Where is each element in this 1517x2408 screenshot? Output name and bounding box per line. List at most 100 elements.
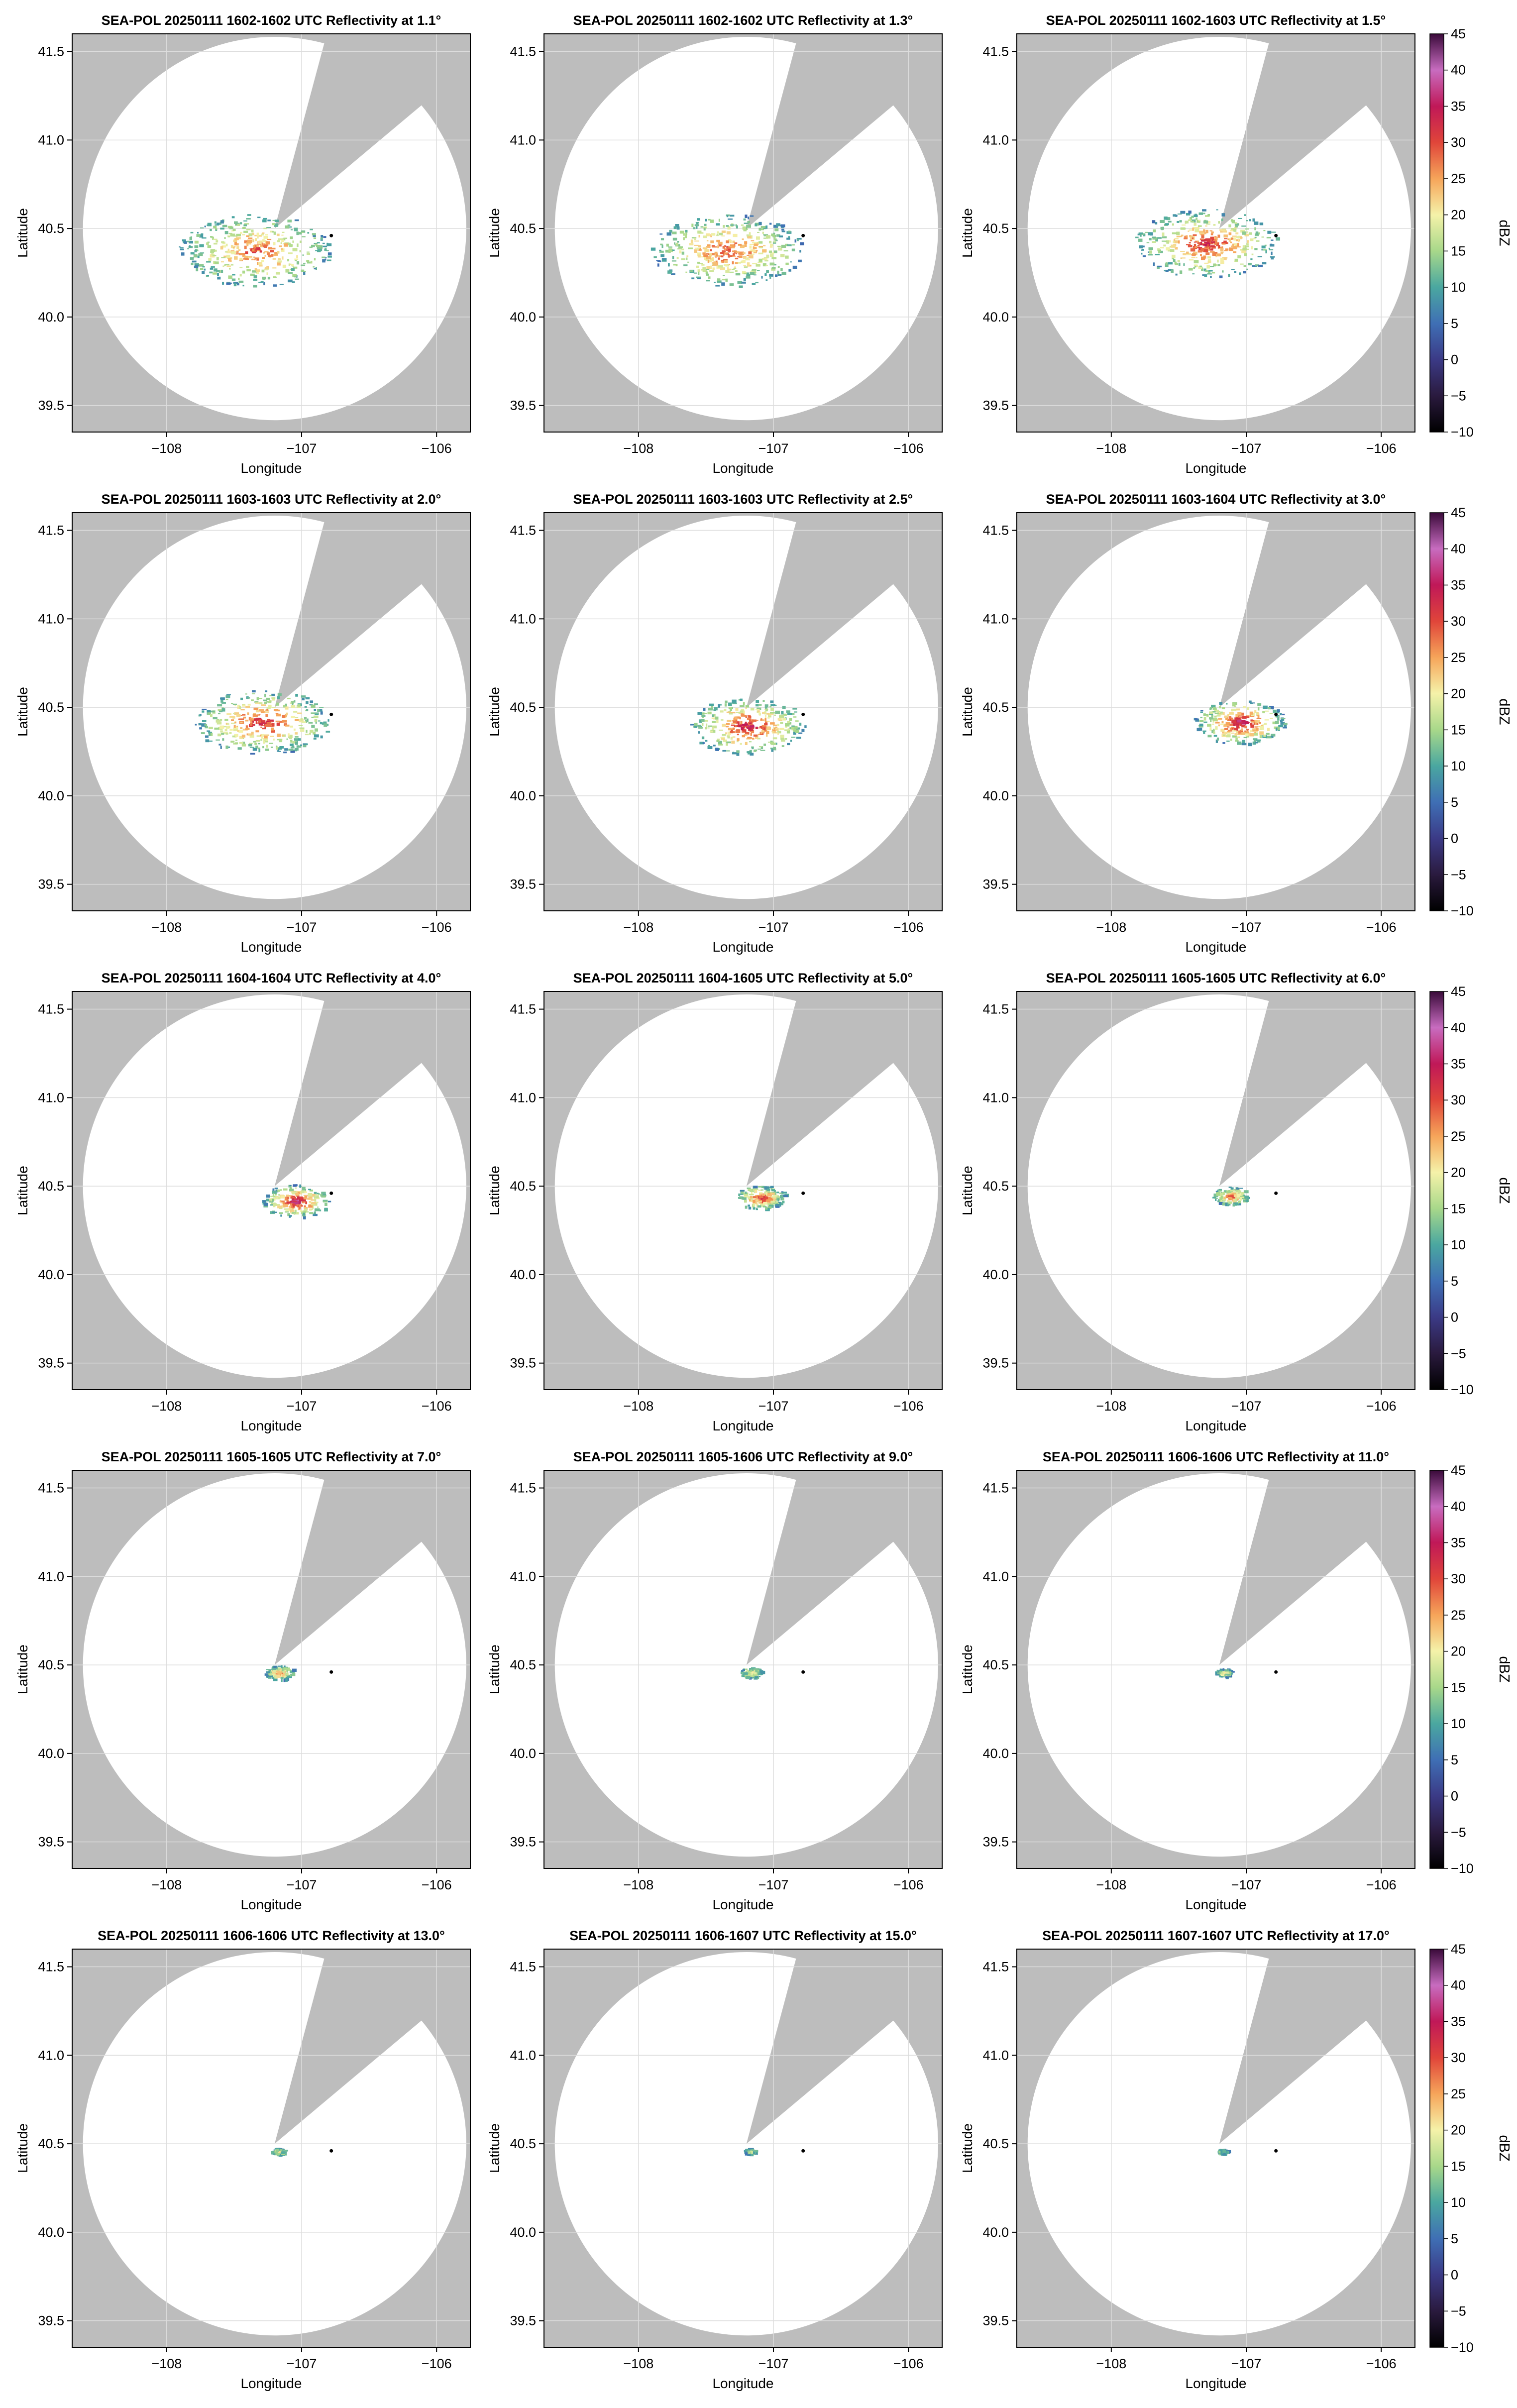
echo-pixel <box>303 743 308 746</box>
echo-pixel <box>315 1194 319 1197</box>
echo-pixel <box>258 749 261 753</box>
y-tick-label: 41.0 <box>38 611 64 626</box>
echo-pixel <box>1263 705 1268 709</box>
echo-pixel <box>770 748 774 750</box>
echo-pixel <box>1237 243 1240 247</box>
echo-pixel <box>264 268 269 270</box>
echo-pixel <box>757 738 760 740</box>
echo-pixel <box>242 742 245 745</box>
echo-pixel <box>772 737 777 740</box>
echo-pixel <box>710 253 716 256</box>
echo-pixel <box>267 719 271 721</box>
echo-pixel <box>752 283 756 285</box>
echo-pixel <box>253 256 255 258</box>
echo-pixel <box>772 1201 776 1204</box>
echo-pixel <box>190 257 194 260</box>
echo-pixel <box>263 282 265 286</box>
echo-pixel <box>711 257 714 261</box>
echo-pixel <box>694 725 697 728</box>
echo-pixel <box>209 740 213 742</box>
echo-pixel <box>743 710 745 714</box>
echo-pixel <box>296 745 300 748</box>
echo-pixel <box>763 227 767 229</box>
echo-pixel <box>202 710 205 713</box>
echo-pixel <box>1183 253 1187 255</box>
x-tick-label: −108 <box>623 920 653 935</box>
echo-pixel <box>777 247 782 251</box>
echo-pixel <box>1176 235 1180 237</box>
echo-pixel <box>277 240 280 242</box>
echo-pixel <box>1202 250 1204 252</box>
echo-pixel <box>280 1214 282 1217</box>
echo-pixel <box>1231 269 1235 270</box>
echo-pixel <box>681 258 686 260</box>
echo-pixel <box>1255 728 1259 731</box>
echo-pixel <box>320 1194 323 1197</box>
echo-pixel <box>294 276 297 278</box>
echo-pixel <box>305 1209 308 1212</box>
echo-pixel <box>1207 249 1210 251</box>
echo-pixel <box>728 268 732 271</box>
echo-pixel <box>1278 730 1280 731</box>
echo-pixel <box>1192 253 1195 256</box>
echo-pixel <box>740 724 743 726</box>
echo-pixel <box>748 716 752 719</box>
echo-pixel <box>787 743 790 746</box>
echo-pixel <box>774 274 778 277</box>
echo-pixel <box>288 226 292 228</box>
echo-pixel <box>298 1207 300 1210</box>
echo-pixel <box>751 1667 754 1669</box>
echo-pixel <box>1142 255 1146 257</box>
echo-pixel <box>1242 245 1245 248</box>
echo-pixel <box>215 229 217 231</box>
echo-pixel <box>1204 249 1208 252</box>
echo-pixel <box>775 727 778 729</box>
echo-pixel <box>257 747 261 749</box>
echo-pixel <box>246 269 251 272</box>
echo-pixel <box>742 724 747 726</box>
echo-pixel <box>672 237 677 241</box>
echo-pixel <box>217 276 221 280</box>
y-axis-label: Latitude <box>15 2123 30 2173</box>
echo-pixel <box>263 1203 268 1206</box>
echo-pixel <box>741 281 746 284</box>
echo-pixel <box>239 742 243 744</box>
echo-pixel <box>219 719 222 721</box>
echo-pixel <box>749 741 752 743</box>
echo-pixel <box>252 748 257 751</box>
echo-pixel <box>303 1197 307 1200</box>
echo-pixel <box>758 227 761 231</box>
echo-pixel <box>1225 1675 1229 1678</box>
echo-pixel <box>286 712 288 716</box>
panel-title: SEA-POL 20250111 1602-1603 UTC Reflectiv… <box>1046 13 1386 28</box>
echo-pixel <box>1193 267 1195 269</box>
echo-pixel <box>294 227 298 231</box>
echo-pixel <box>283 1678 286 1682</box>
y-tick-label: 40.0 <box>38 1267 64 1282</box>
echo-pixel <box>1219 1197 1222 1200</box>
echo-pixel <box>705 219 707 221</box>
echo-pixel <box>693 272 697 274</box>
echo-pixel <box>722 245 725 249</box>
echo-pixel <box>1259 728 1263 730</box>
echo-pixel <box>249 747 254 748</box>
echo-pixel <box>743 702 745 705</box>
echo-pixel <box>283 2149 285 2151</box>
echo-pixel <box>717 231 719 234</box>
echo-pixel <box>212 255 217 256</box>
echo-pixel <box>1234 271 1237 273</box>
echo-pixel <box>250 723 253 726</box>
echo-pixel <box>1257 703 1262 706</box>
echo-pixel <box>750 1196 753 1199</box>
echo-pixel <box>1227 1674 1230 1676</box>
echo-pixel <box>754 241 759 245</box>
echo-pixel <box>1275 727 1280 730</box>
echo-pixel <box>266 272 268 275</box>
site-marker <box>1274 2149 1278 2153</box>
echo-pixel <box>272 222 275 225</box>
echo-pixel <box>1224 1671 1229 1674</box>
echo-pixel <box>793 732 796 735</box>
axes-frame <box>72 33 471 433</box>
echo-pixel <box>268 254 272 257</box>
